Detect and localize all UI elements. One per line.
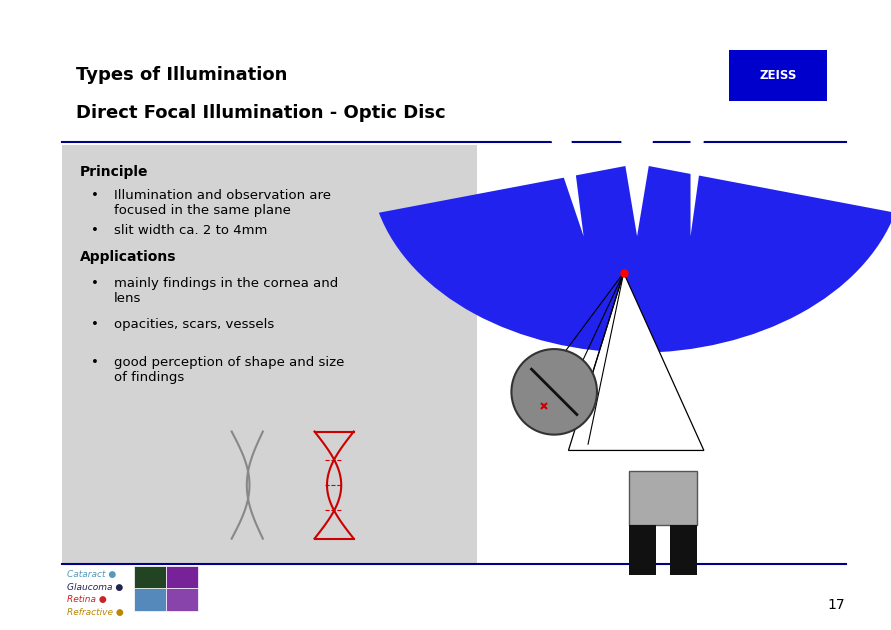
Text: Types of Illumination: Types of Illumination <box>76 66 287 84</box>
Bar <box>134 588 166 611</box>
Text: •: • <box>91 189 99 202</box>
Text: Refractive ●: Refractive ● <box>67 608 124 617</box>
Bar <box>670 525 697 575</box>
Polygon shape <box>568 273 704 450</box>
Polygon shape <box>512 25 584 236</box>
Bar <box>166 566 198 588</box>
Text: mainly findings in the cornea and
lens: mainly findings in the cornea and lens <box>114 277 339 305</box>
Wedge shape <box>379 164 891 353</box>
Text: slit width ca. 2 to 4mm: slit width ca. 2 to 4mm <box>114 224 267 237</box>
Text: 17: 17 <box>827 598 845 612</box>
Text: •: • <box>91 224 99 237</box>
Text: Applications: Applications <box>80 250 176 264</box>
Text: •: • <box>91 277 99 290</box>
Text: opacities, scars, vessels: opacities, scars, vessels <box>114 318 274 331</box>
Bar <box>134 566 166 588</box>
Text: Direct Focal Illumination - Optic Disc: Direct Focal Illumination - Optic Disc <box>76 104 446 122</box>
Bar <box>166 588 198 611</box>
Polygon shape <box>691 25 720 236</box>
Text: Principle: Principle <box>80 165 149 179</box>
Text: Illumination and observation are
focused in the same plane: Illumination and observation are focused… <box>114 189 331 217</box>
Text: •: • <box>91 318 99 331</box>
Bar <box>629 525 656 575</box>
Text: Retina ●: Retina ● <box>67 595 107 604</box>
Text: Glaucoma ●: Glaucoma ● <box>67 583 123 592</box>
Text: ZEISS: ZEISS <box>759 69 797 82</box>
Text: •: • <box>91 356 99 369</box>
Bar <box>729 50 827 101</box>
Ellipse shape <box>511 349 597 435</box>
Bar <box>62 145 477 564</box>
Text: good perception of shape and size
of findings: good perception of shape and size of fin… <box>114 356 345 384</box>
Text: Cataract ●: Cataract ● <box>67 570 116 579</box>
Bar <box>629 471 697 525</box>
Polygon shape <box>599 6 675 236</box>
